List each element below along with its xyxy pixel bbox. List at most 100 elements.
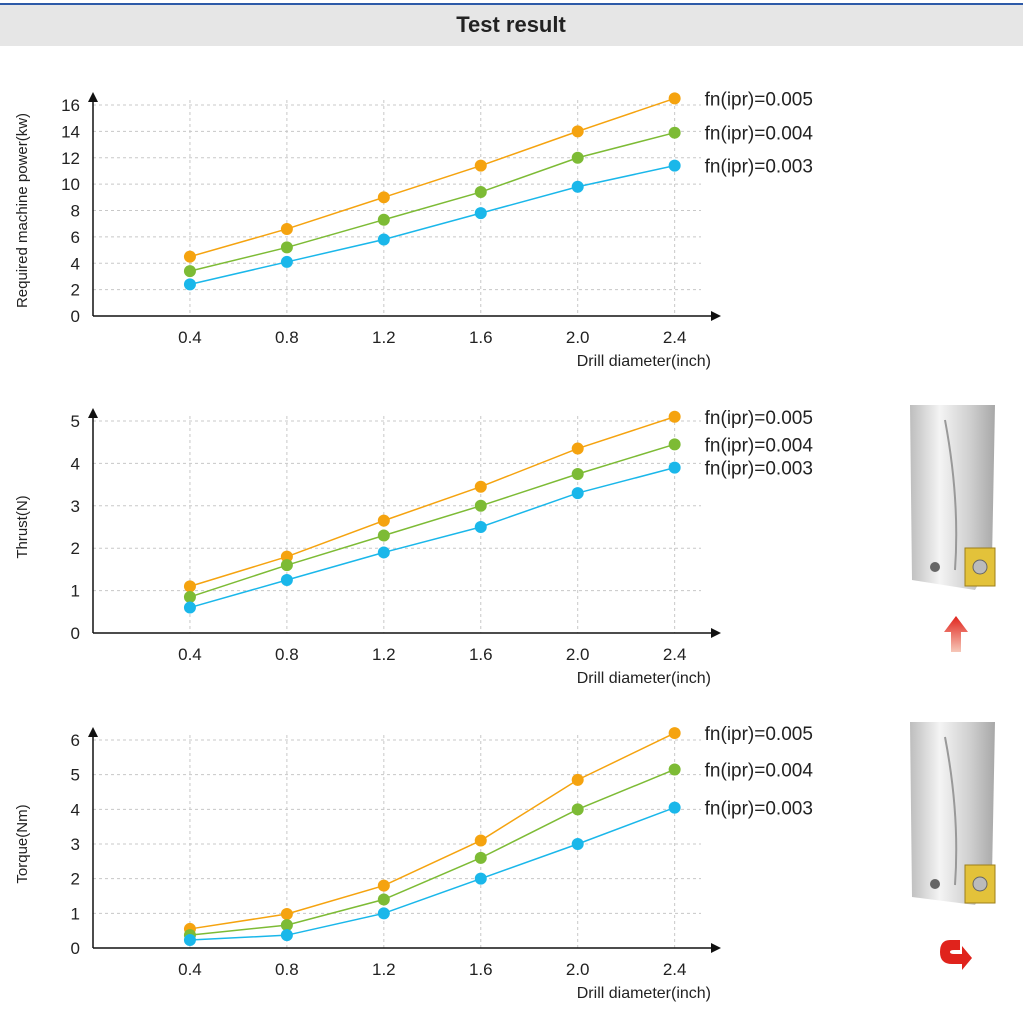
series-line: [189, 768, 675, 936]
y-tick-label: 2: [71, 539, 80, 558]
data-point: [183, 934, 196, 947]
data-point: [280, 222, 293, 235]
y-axis-arrow: [88, 92, 98, 102]
y-axis-label: Torque(Nm): [14, 804, 31, 883]
x-tick-label: 1.2: [372, 645, 396, 664]
y-tick-label: 10: [61, 175, 80, 194]
data-point: [474, 159, 487, 172]
y-tick-label: 1: [71, 904, 80, 923]
data-point: [668, 159, 681, 172]
legend-label: fn(ipr)=0.003: [705, 459, 813, 480]
y-tick-label: 16: [61, 96, 80, 115]
legend-label: fn(ipr)=0.004: [705, 760, 814, 781]
x-tick-label: 2.0: [566, 645, 590, 664]
data-point: [280, 241, 293, 254]
series-line: [189, 466, 675, 609]
data-point: [377, 546, 390, 559]
legend-label: fn(ipr)=0.004: [705, 435, 814, 456]
y-tick-label: 3: [71, 835, 80, 854]
data-point: [280, 559, 293, 572]
data-point: [668, 438, 681, 451]
data-point: [668, 126, 681, 139]
y-tick-label: 0: [71, 307, 80, 326]
series-line: [189, 131, 675, 272]
y-tick-label: 3: [71, 497, 80, 516]
x-tick-label: 0.8: [275, 960, 299, 979]
data-point: [280, 574, 293, 586]
data-point: [571, 180, 584, 193]
data-point: [377, 514, 390, 527]
legend-label: fn(ipr)=0.004: [705, 124, 814, 145]
data-point: [280, 929, 293, 942]
x-axis-arrow: [711, 311, 721, 321]
series-line: [189, 443, 675, 598]
data-point: [474, 207, 487, 220]
data-point: [183, 278, 196, 291]
x-tick-label: 1.2: [372, 328, 396, 347]
data-point: [377, 879, 390, 892]
data-point: [571, 468, 584, 480]
y-axis-arrow: [88, 408, 98, 418]
data-point: [280, 550, 293, 563]
data-point: [474, 480, 487, 493]
y-tick-label: 6: [71, 228, 80, 247]
data-point: [377, 529, 390, 542]
data-point: [474, 186, 487, 199]
x-tick-label: 2.0: [566, 328, 590, 347]
data-point: [183, 580, 196, 593]
y-tick-label: 4: [71, 454, 80, 473]
drill-image: [910, 405, 996, 652]
data-point: [571, 442, 584, 455]
data-point: [668, 763, 681, 776]
data-point: [474, 851, 487, 864]
data-point: [377, 213, 390, 226]
x-tick-label: 2.4: [663, 645, 687, 664]
legend-label: fn(ipr)=0.005: [705, 408, 813, 429]
data-point: [571, 487, 584, 500]
y-tick-label: 5: [71, 412, 80, 431]
header-bar: [0, 4, 1023, 46]
header-title: Test result: [456, 12, 566, 37]
y-axis-label: Thrust(N): [14, 495, 31, 558]
series-line: [189, 97, 675, 258]
y-tick-label: 4: [71, 800, 80, 819]
x-tick-label: 1.6: [469, 328, 493, 347]
y-axis-label: Required machine power(kw): [14, 113, 31, 308]
data-point: [280, 908, 293, 921]
data-point: [377, 191, 390, 204]
x-axis-arrow: [711, 943, 721, 953]
data-point: [668, 727, 681, 740]
y-tick-label: 4: [71, 254, 80, 273]
data-point: [280, 255, 293, 268]
y-tick-label: 14: [61, 122, 80, 141]
x-axis-label: Drill diameter(inch): [577, 670, 711, 687]
series-line: [189, 164, 675, 286]
data-point: [183, 590, 196, 603]
y-tick-label: 2: [71, 870, 80, 889]
data-point: [571, 838, 584, 850]
data-point: [377, 233, 390, 246]
series-line: [189, 416, 675, 588]
data-point: [183, 265, 196, 278]
x-axis-arrow: [711, 628, 721, 638]
x-tick-label: 1.2: [372, 960, 396, 979]
data-point: [571, 773, 584, 786]
y-tick-label: 12: [61, 149, 80, 168]
x-tick-label: 0.4: [178, 645, 202, 664]
x-tick-label: 0.4: [178, 328, 202, 347]
data-point: [183, 601, 196, 614]
y-tick-label: 6: [71, 731, 80, 750]
y-tick-label: 0: [71, 939, 80, 958]
series-line: [189, 806, 675, 941]
data-point: [668, 801, 681, 814]
legend-label: fn(ipr)=0.005: [705, 89, 813, 110]
y-tick-label: 8: [71, 202, 80, 221]
data-point: [377, 893, 390, 906]
data-point: [474, 872, 487, 885]
series-line: [189, 732, 675, 930]
y-tick-label: 1: [71, 582, 80, 601]
data-point: [377, 907, 390, 920]
legend-label: fn(ipr)=0.003: [705, 799, 813, 820]
x-tick-label: 0.8: [275, 645, 299, 664]
